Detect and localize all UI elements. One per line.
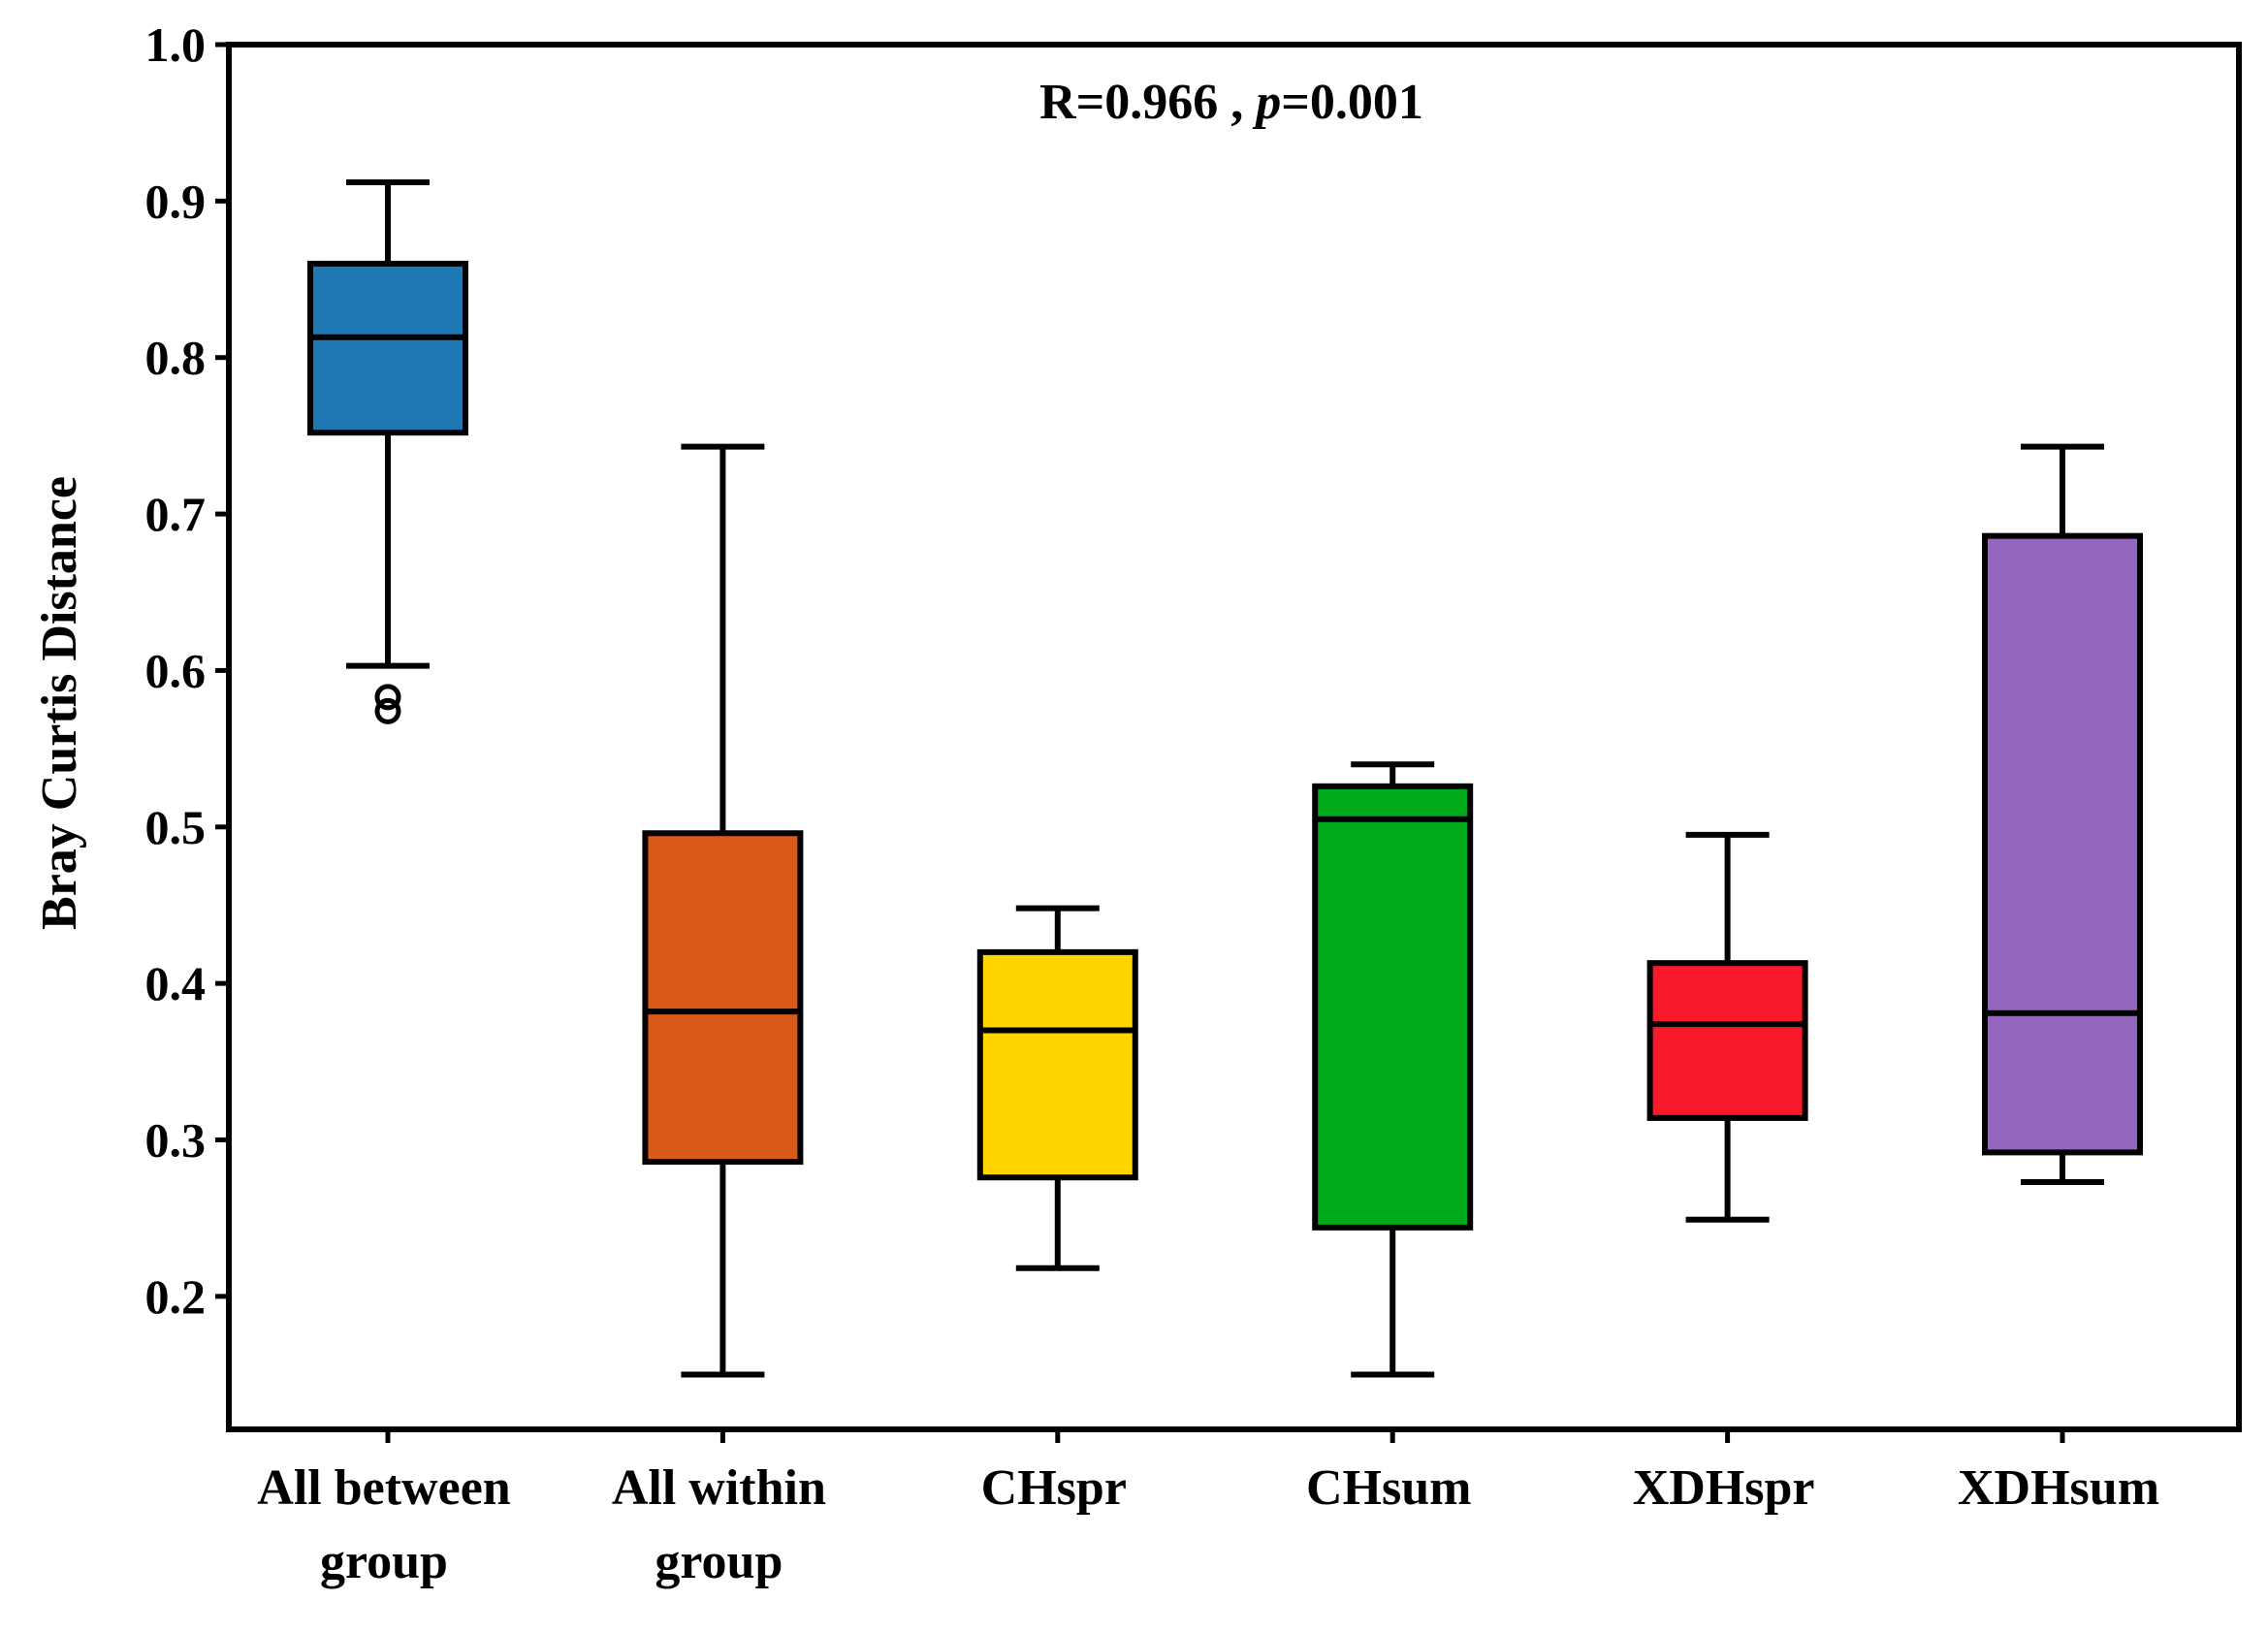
iqr-box xyxy=(1646,960,1808,1121)
x-category-label-line: XDHspr xyxy=(1633,1460,1815,1516)
p-symbol: p xyxy=(1252,75,1281,130)
iqr-box xyxy=(976,948,1138,1181)
x-category-label: XDHsum xyxy=(1958,1460,2159,1516)
p-value: =0.001 xyxy=(1281,75,1423,130)
x-category-label: XDHspr xyxy=(1633,1460,1815,1516)
x-category-label: CHsum xyxy=(1306,1460,1471,1516)
outlier-point xyxy=(374,684,401,711)
y-tick-label: 0.9 xyxy=(145,174,207,228)
iqr-box xyxy=(1312,783,1474,1231)
x-category-label-line: XDHsum xyxy=(1958,1460,2159,1516)
x-category-label-line: group xyxy=(655,1534,783,1589)
y-tick-label: 1.0 xyxy=(145,17,207,72)
iqr-box xyxy=(642,830,804,1166)
x-category-label-line: CHsum xyxy=(1306,1460,1471,1516)
x-category-label-line: CHspr xyxy=(981,1460,1127,1516)
stat-annotation: R=0.966 , p=0.001 xyxy=(1039,75,1423,130)
y-tick-label: 0.6 xyxy=(145,643,207,697)
box-chspr xyxy=(976,905,1138,1271)
y-tick-label: 0.7 xyxy=(145,487,207,541)
x-axis: All between group All within group CHspr CHsu… xyxy=(257,1429,2159,1589)
plot-marks xyxy=(307,178,2143,1378)
y-tick-label: 0.5 xyxy=(145,800,207,854)
x-category-label-line: All between xyxy=(257,1460,510,1516)
box-xdhspr xyxy=(1646,831,1808,1223)
iqr-box xyxy=(307,260,468,436)
y-tick-label: 0.8 xyxy=(145,331,207,385)
y-tick-label: 0.3 xyxy=(145,1112,207,1167)
iqr-box xyxy=(1982,532,2143,1156)
box-chsum xyxy=(1312,761,1474,1378)
x-category-label: All within group xyxy=(612,1460,826,1589)
x-category-label: All between group xyxy=(257,1460,510,1589)
outlier-point xyxy=(374,697,401,724)
y-tick-label: 0.4 xyxy=(145,956,207,1010)
x-category-label: CHspr xyxy=(981,1460,1127,1516)
y-tick-label: 0.2 xyxy=(145,1269,207,1324)
box-xdhsum xyxy=(1982,443,2143,1186)
y-axis-title: Bray Curtis Distance xyxy=(32,476,87,930)
box-all-between-group xyxy=(307,178,468,724)
box-all-within-group xyxy=(642,443,804,1378)
y-axis: 0.2 0.3 0.4 0.5 0.6 0.7 0.8 0.9 1.0 xyxy=(145,17,229,1324)
r-statistic: R=0.966 , xyxy=(1039,75,1256,130)
plot-frame xyxy=(226,42,2242,1432)
x-category-label-line: All within xyxy=(612,1460,826,1516)
x-category-label-line: group xyxy=(320,1534,448,1589)
